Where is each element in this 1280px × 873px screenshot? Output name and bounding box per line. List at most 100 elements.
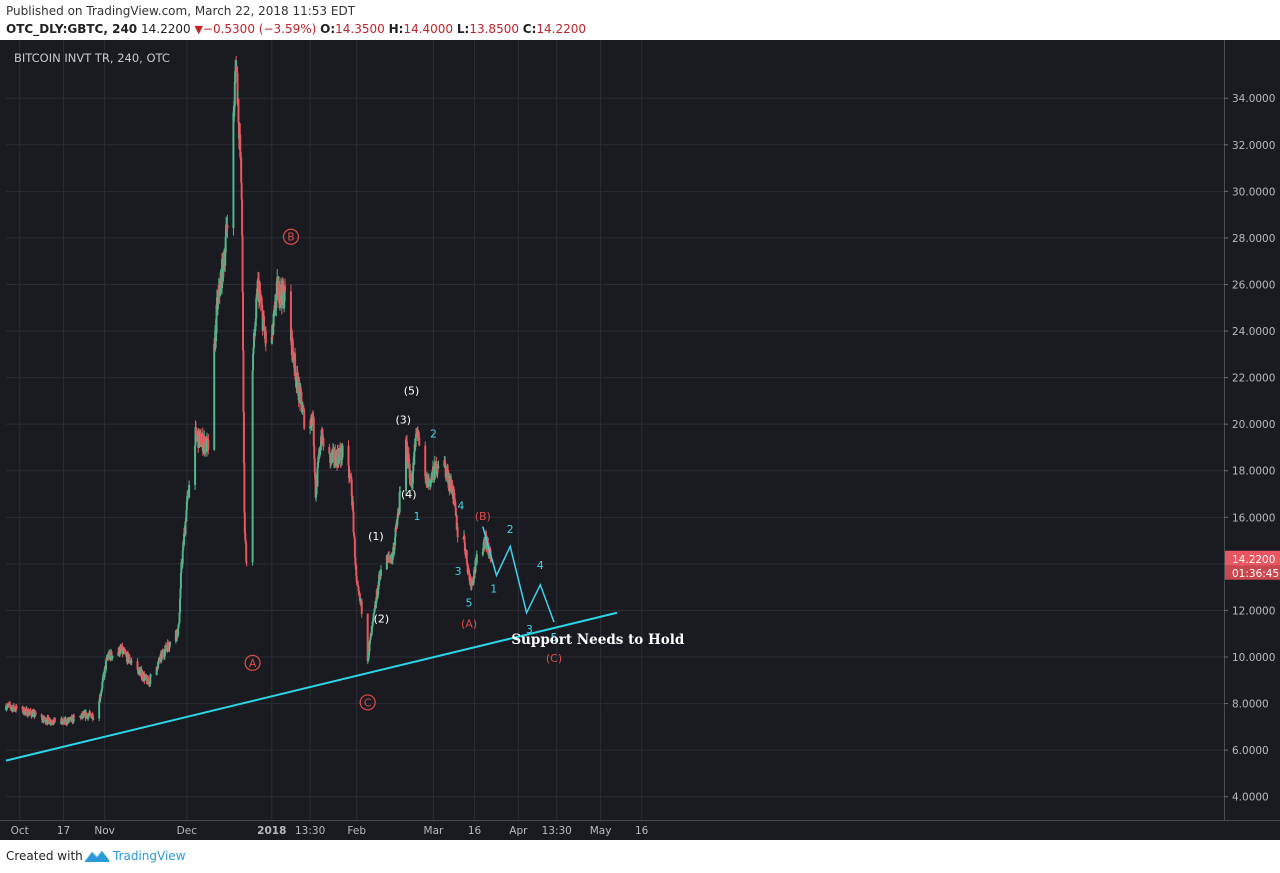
candle-body — [405, 439, 408, 492]
candle-body — [355, 575, 358, 583]
candle-body — [454, 501, 457, 508]
candle-body — [224, 236, 227, 254]
candle-body — [180, 562, 183, 574]
footer-bar: Created with TradingView — [0, 840, 1280, 873]
candle-body — [101, 682, 104, 689]
candle-body — [399, 491, 402, 493]
candle-body — [454, 507, 457, 516]
candle-body — [92, 718, 95, 720]
candle-body — [465, 550, 468, 562]
candle-body — [213, 343, 216, 450]
candle-body — [215, 304, 218, 334]
candle-body — [119, 647, 122, 654]
candle-body — [284, 285, 287, 292]
y-tick-label: 22.0000 — [1232, 373, 1275, 385]
wave-label: (C) — [546, 652, 562, 665]
candle-body — [68, 717, 71, 720]
candle-body — [475, 554, 478, 563]
candle-body — [272, 313, 275, 327]
candle-body — [298, 384, 301, 392]
wave-label: 5 — [466, 596, 473, 609]
wave-label: 5 — [551, 631, 558, 644]
tradingview-logo-icon[interactable] — [84, 848, 110, 864]
y-tick-label: 8.0000 — [1232, 699, 1269, 711]
wave-label: 1 — [414, 510, 421, 523]
candle-body — [232, 112, 235, 229]
candle-body — [233, 81, 236, 106]
y-tick-label: 6.0000 — [1232, 745, 1269, 757]
candle-body — [12, 704, 15, 710]
tradingview-link[interactable]: TradingView — [113, 849, 186, 863]
candle-body — [432, 466, 435, 471]
candle-body — [313, 458, 316, 473]
candle-body — [259, 290, 262, 300]
support-trendline — [5, 611, 618, 762]
close-value: 14.2200 — [536, 22, 587, 36]
created-with-text: Created with — [6, 849, 83, 863]
wave-label: A — [249, 658, 257, 670]
high-label: H: — [388, 22, 404, 36]
candle-body — [396, 513, 399, 519]
y-tick-label: 32.0000 — [1232, 140, 1275, 152]
candle-body — [261, 305, 264, 311]
last-price: 14.2200 — [140, 22, 191, 36]
candle-body — [292, 351, 295, 359]
candle-body — [414, 437, 417, 448]
wave-label: (A) — [461, 617, 477, 630]
candle-body — [11, 707, 14, 712]
open-label: O: — [320, 22, 336, 36]
candle-body — [466, 561, 469, 566]
wave-label: (1) — [368, 530, 384, 543]
candle-body — [101, 678, 104, 683]
candle-body — [29, 709, 32, 713]
candle-body — [263, 316, 266, 327]
chart-title: BITCOIN INVT TR, 240, OTC — [14, 51, 170, 65]
y-tick-label: 20.0000 — [1232, 419, 1275, 431]
candle-body — [310, 414, 313, 427]
wave-label: (5) — [404, 384, 420, 397]
candle-body — [463, 542, 466, 552]
candle-body — [393, 545, 396, 554]
candle-body — [87, 715, 90, 719]
candle-body — [322, 437, 325, 447]
candle-body — [240, 157, 243, 183]
candle-body — [185, 510, 188, 522]
candle-body — [181, 550, 184, 564]
candle-body — [353, 538, 356, 558]
x-tick-label: 16 — [468, 825, 482, 837]
candle-body — [447, 470, 450, 484]
candle-body — [398, 492, 401, 512]
candle-body — [366, 613, 369, 661]
down-arrow-icon: ▼ — [194, 23, 203, 36]
x-tick-label: 13:30 — [542, 825, 572, 837]
countdown-label: 01:36:45 — [1232, 568, 1279, 580]
candle-body — [224, 253, 227, 266]
candle-body — [373, 608, 376, 613]
wave-label-circle — [282, 228, 300, 245]
x-tick-label: 13:30 — [295, 825, 325, 837]
support-trendline-layer — [5, 611, 618, 762]
x-tick-label: 16 — [635, 825, 649, 837]
chart-frame[interactable]: A B C (1) (2) (3) (4) (5) 1 2 3 4 5 (A) (B) 1 2 3 4 5 (C) Sup… — [0, 40, 1280, 840]
candle-body — [313, 446, 316, 459]
low-value: 13.8500 — [469, 22, 519, 36]
candle-body — [157, 662, 160, 669]
candle-body — [331, 452, 334, 459]
candle-body — [199, 433, 202, 447]
chart-grid — [6, 40, 1224, 820]
candle-body — [9, 703, 12, 707]
candle-body — [377, 584, 380, 595]
candle-body — [303, 409, 306, 429]
candle-body — [301, 411, 304, 413]
candle-body — [347, 445, 350, 466]
candlestick-series — [5, 55, 492, 727]
candle-body — [183, 533, 186, 545]
candle-body — [289, 291, 292, 341]
wave-label: (2) — [374, 613, 390, 626]
candle-body — [160, 654, 163, 660]
price-chart[interactable]: A B C (1) (2) (3) (4) (5) 1 2 3 4 5 (A) (B) 1 2 3 4 5 (C) Sup… — [0, 40, 1280, 840]
y-tick-label: 30.0000 — [1232, 186, 1275, 198]
candle-body — [164, 644, 167, 651]
candle-body — [242, 411, 245, 464]
candle-body — [433, 479, 436, 481]
